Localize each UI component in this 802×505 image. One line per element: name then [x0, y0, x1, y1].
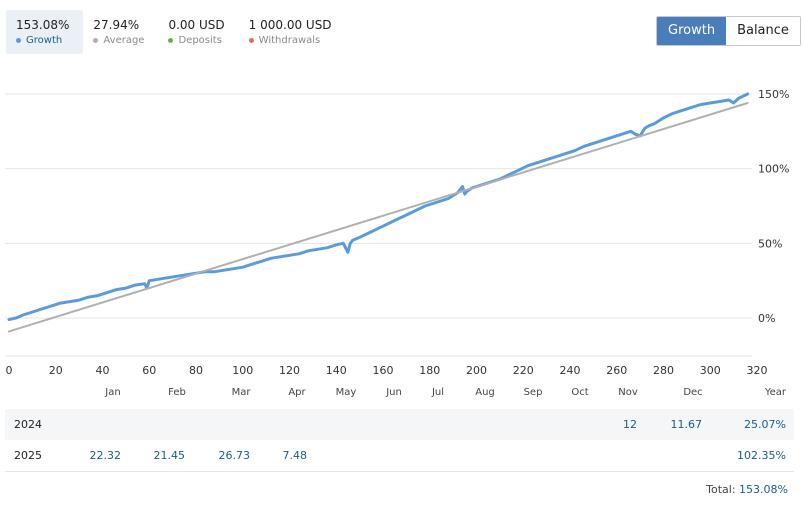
month-nov: Nov [618, 387, 638, 398]
cell-year-total: 102.35% [737, 449, 786, 462]
month-apr: Apr [288, 387, 306, 398]
month-header: Jan Feb Mar Apr May Jun Jul Aug Sep Oct … [0, 387, 802, 403]
stat-withdrawals-label: Withdrawals [258, 35, 321, 46]
stat-growth[interactable]: 153.08% Growth [6, 10, 84, 54]
withdrawals-dot-icon [248, 38, 254, 43]
stat-withdrawals-value: 1 000.00 USD [248, 18, 332, 32]
stat-deposits-label: Deposits [178, 35, 222, 46]
stat-withdrawals[interactable]: 1 000.00 USD Withdrawals [239, 10, 346, 54]
cell-dec: 11.67 [670, 418, 703, 431]
stat-average[interactable]: 27.94% Average [83, 10, 158, 54]
balance-button[interactable]: Balance [726, 17, 800, 45]
total-label: Total: [706, 483, 736, 496]
x-tick-label: 320 [747, 364, 768, 377]
average-series-line [8, 102, 749, 333]
stat-average-value: 27.94% [93, 18, 140, 32]
row-year: 2024 [14, 418, 42, 431]
y-tick-label: 50% [758, 237, 782, 250]
average-dot-icon [93, 38, 99, 43]
cell-nov: 12 [623, 418, 637, 431]
stat-deposits-value: 0.00 USD [168, 18, 225, 32]
x-tick-label: 120 [279, 364, 300, 377]
month-dec: Dec [683, 387, 703, 398]
cell-feb: 21.45 [153, 449, 186, 462]
x-tick-label: 180 [419, 364, 440, 377]
cell-mar: 26.73 [218, 449, 251, 462]
growth-chart: 0% 50% 100% 150% 0 20 40 60 80 100 120 140 160 180 200… [5, 88, 789, 377]
year-header: Year [764, 387, 786, 398]
cell-apr: 7.48 [282, 449, 308, 462]
table-row: 2024 12 11.67 25.07% [5, 409, 794, 440]
x-tick-label: 20 [49, 364, 63, 377]
row-year: 2025 [14, 449, 42, 462]
y-tick-label: 100% [758, 163, 789, 176]
total-summary: Total: 153.08% [706, 483, 788, 496]
cell-year-total: 25.07% [744, 418, 786, 431]
month-feb: Feb [168, 387, 186, 398]
deposits-dot-icon [168, 38, 174, 43]
x-tick-label: 60 [142, 364, 156, 377]
y-tick-label: 0% [758, 312, 775, 325]
stat-growth-label: Growth [26, 35, 63, 46]
growth-series-line [7, 92, 750, 321]
x-tick-label: 260 [606, 364, 627, 377]
x-tick-label: 140 [326, 364, 347, 377]
x-tick-label: 80 [189, 364, 203, 377]
x-tick-label: 40 [96, 364, 110, 377]
stat-deposits[interactable]: 0.00 USD Deposits [158, 10, 238, 54]
x-tick-label: 240 [560, 364, 581, 377]
month-sep: Sep [523, 387, 543, 398]
x-tick-label: 100 [232, 364, 253, 377]
month-jun: Jun [386, 387, 402, 398]
growth-button[interactable]: Growth [657, 17, 727, 45]
table-row: 2025 22.32 21.45 26.73 7.48 102.35% [5, 440, 794, 472]
x-tick-label: 200 [466, 364, 487, 377]
month-jul: Jul [431, 387, 445, 398]
stat-growth-value: 153.08% [16, 18, 70, 32]
x-tick-label: 220 [513, 364, 534, 377]
x-tick-label: 0 [6, 364, 13, 377]
month-mar: Mar [231, 387, 251, 398]
month-jan: Jan [105, 387, 121, 398]
month-oct: Oct [571, 387, 589, 398]
month-may: May [335, 387, 357, 398]
cell-jan: 22.32 [89, 449, 122, 462]
stats-bar: 153.08% Growth 27.94% Average 0.00 USD D… [6, 10, 346, 54]
x-tick-label: 280 [653, 364, 674, 377]
y-tick-label: 150% [758, 88, 789, 101]
month-aug: Aug [475, 387, 495, 398]
x-tick-label: 160 [373, 364, 394, 377]
x-tick-label: 300 [700, 364, 721, 377]
total-value: 153.08% [739, 483, 788, 496]
growth-dot-icon [16, 38, 21, 43]
stat-average-label: Average [103, 35, 145, 46]
chart-mode-toggle: Growth Balance [656, 16, 801, 46]
